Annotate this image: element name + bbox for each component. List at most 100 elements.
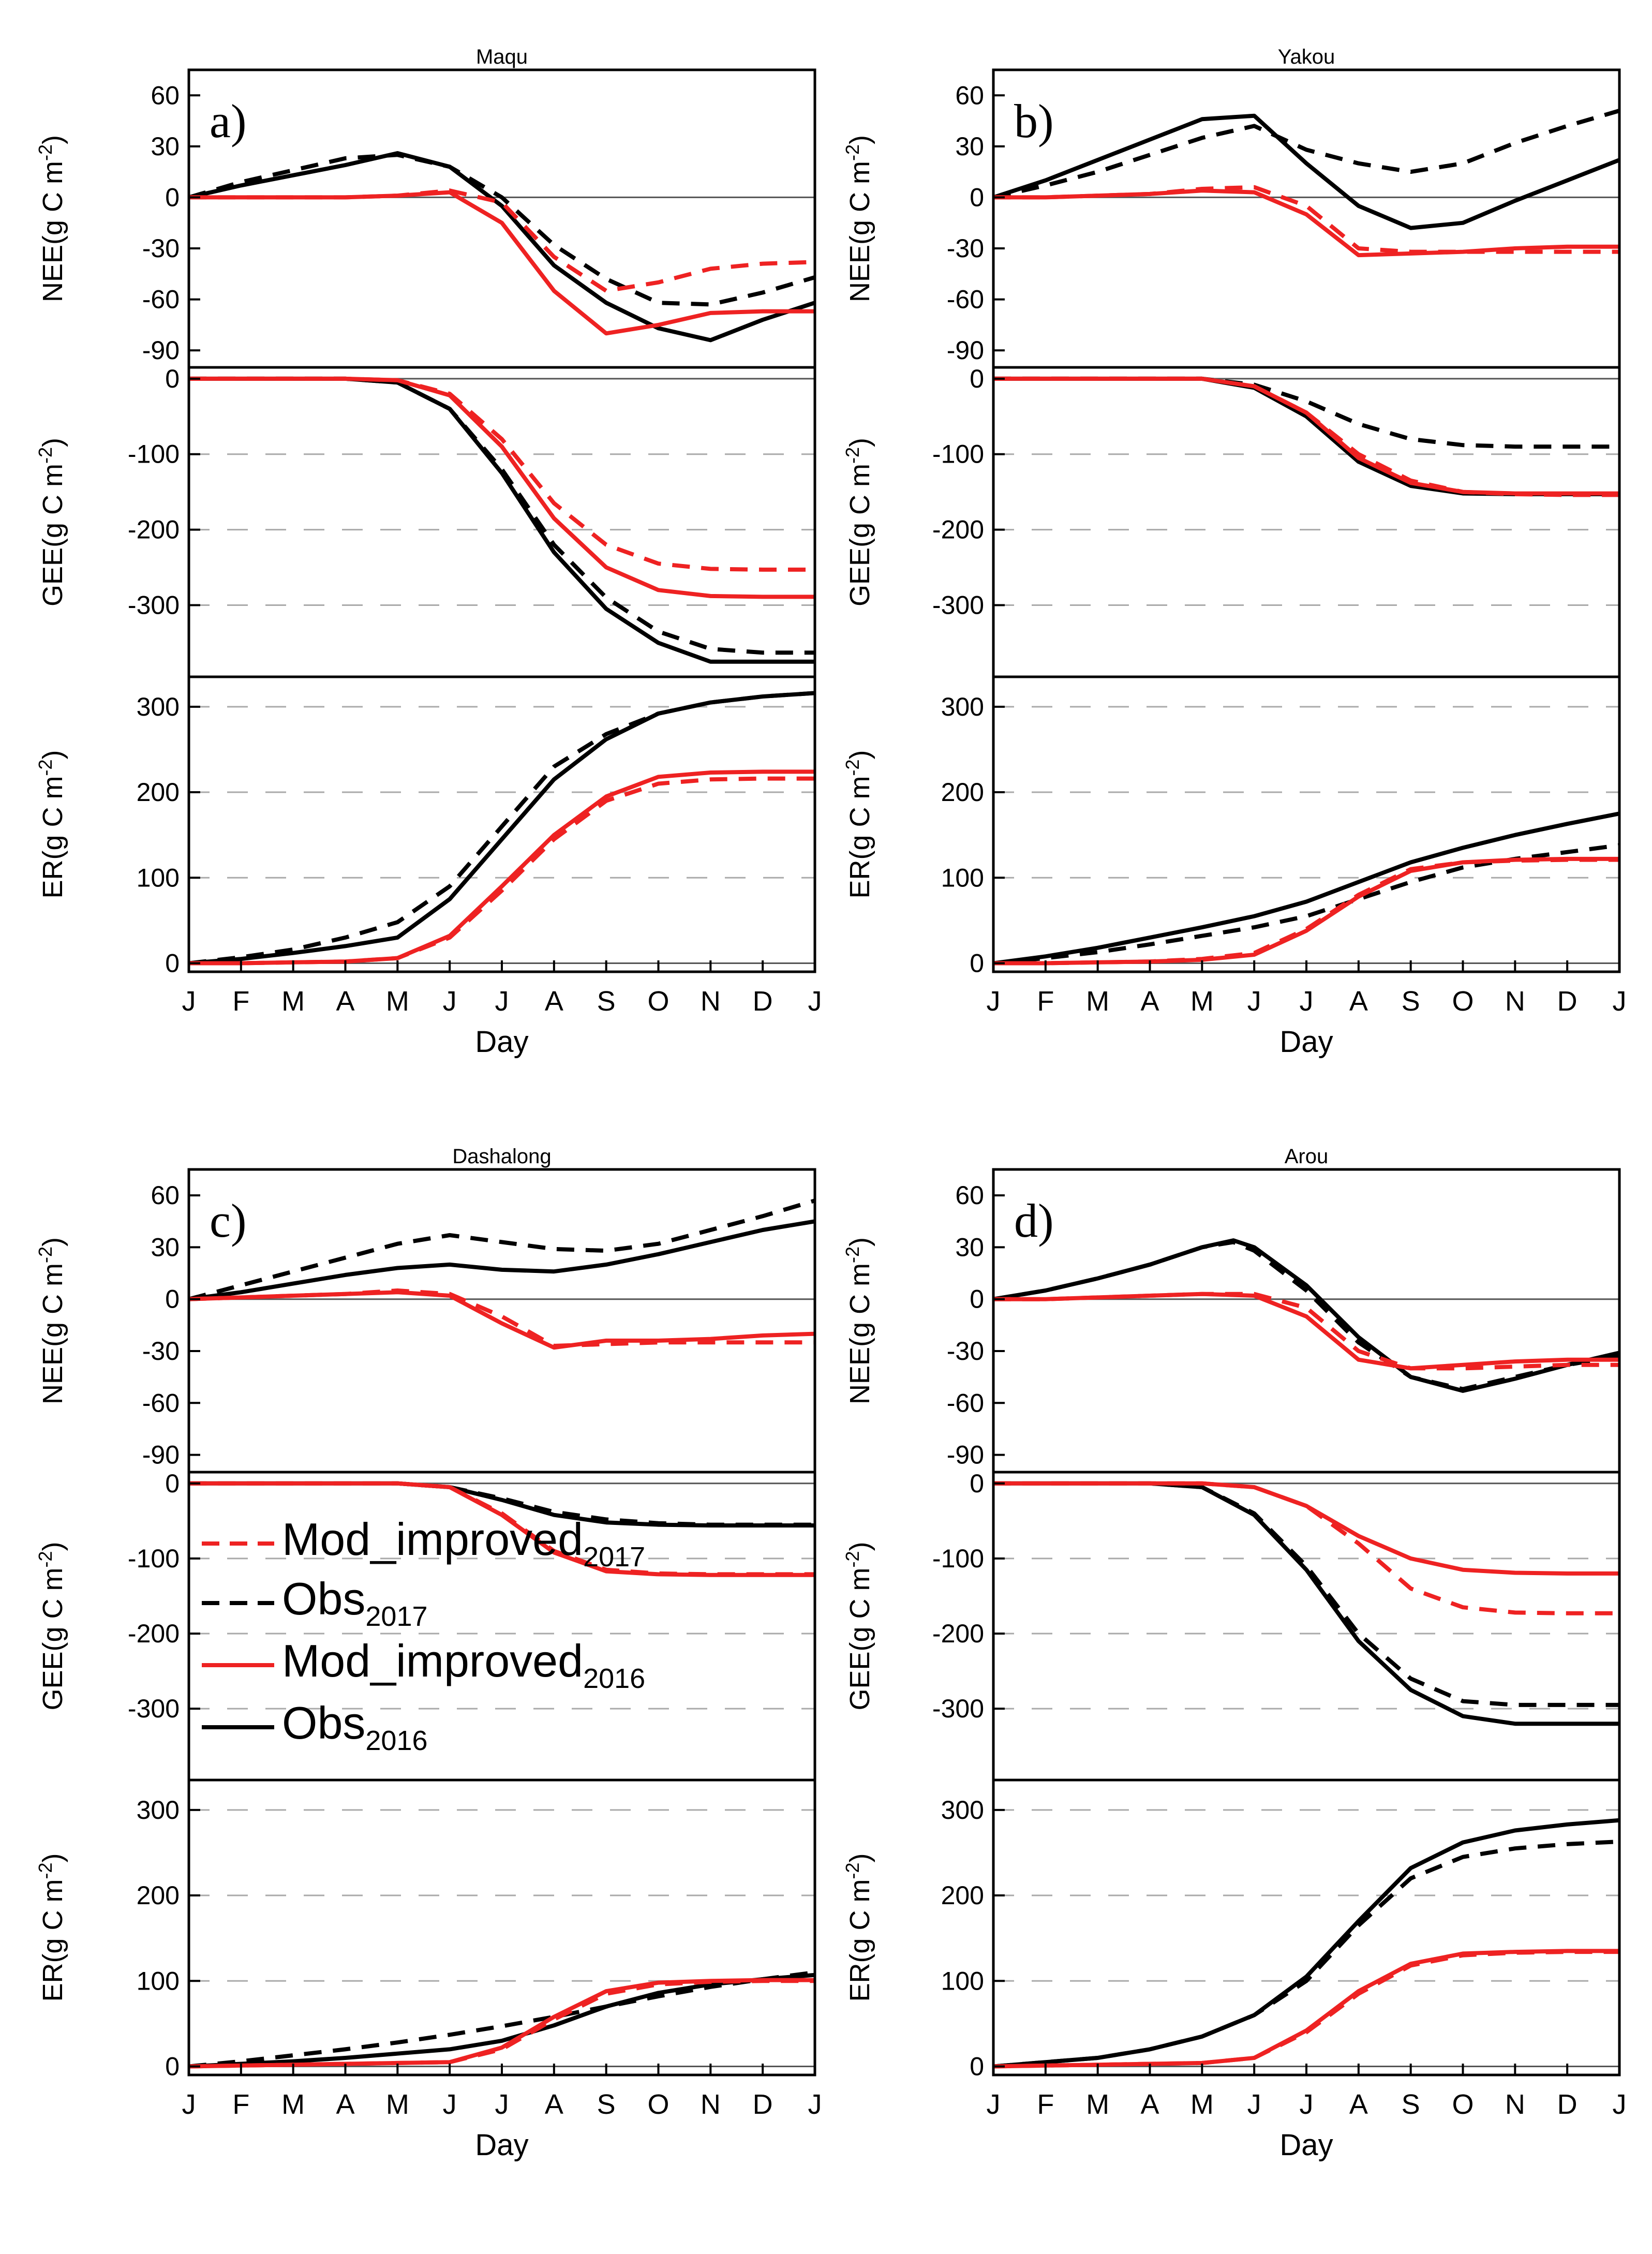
x-tick-label: S: [1402, 986, 1420, 1017]
y-tick-label: -30: [947, 234, 984, 263]
y-axis-label-sup: -2: [35, 447, 56, 464]
panel-letter: a): [210, 95, 246, 147]
x-tick-label: N: [701, 2089, 721, 2120]
x-tick-label: J: [1247, 2089, 1261, 2120]
y-tick-label: -200: [932, 515, 984, 544]
legend-label-sub: 2017: [583, 1541, 645, 1573]
x-tick-label: D: [753, 2089, 773, 2120]
y-axis-label-sup: -2: [842, 1551, 863, 1567]
legend-item: Mod_improved2017: [202, 1514, 645, 1573]
site-title: Arou: [1285, 1145, 1329, 1168]
x-tick-label: A: [545, 986, 563, 1017]
y-tick-label: 0: [970, 948, 984, 977]
row-er: 300 200 100 0 ER(g C m-2): [35, 675, 816, 977]
x-tick-label: J: [987, 2089, 1001, 2120]
series-group: [993, 376, 1619, 497]
x-tick-label: S: [1402, 2089, 1420, 2120]
y-tick-label: 0: [165, 364, 180, 393]
series-line-obs-2017: [189, 153, 815, 307]
y-axis-label-text: ER(g C m: [37, 1879, 68, 2001]
x-tick-label: M: [1190, 2089, 1214, 2120]
x-tick-label: M: [386, 986, 409, 1017]
series-line-mod-improved-2016: [993, 1481, 1619, 1576]
y-tick-label: -60: [142, 1388, 180, 1417]
y-tick-label: 60: [151, 1181, 180, 1210]
panel-letter: d): [1014, 1194, 1054, 1247]
y-tick-label: -60: [142, 285, 180, 314]
series-line-mod-improved-2016: [993, 376, 1619, 496]
series-group: [189, 376, 815, 664]
row-gee: 0 -100 -200 -300 GEE(g C m-2): [842, 364, 1621, 678]
y-axis-label-sup: -2: [35, 759, 56, 776]
y-axis-label-end: ): [844, 1853, 875, 1862]
y-tick-label: 100: [941, 863, 984, 892]
x-axis-label: Day: [1279, 1025, 1333, 1059]
y-tick-label: 30: [955, 1233, 984, 1262]
y-tick-label: 100: [941, 1966, 984, 1995]
x-tick-label: J: [1300, 986, 1314, 1017]
series-group: [189, 1481, 815, 1577]
x-tick-label: O: [647, 986, 669, 1017]
y-axis-label: GEE(g C m-2): [842, 1541, 875, 1710]
series-line-obs-2017: [993, 1840, 1619, 2069]
y-axis-label: ER(g C m-2): [842, 1853, 875, 2001]
x-tick-label: J: [495, 2089, 509, 2120]
x-tick-label: A: [1140, 986, 1159, 1017]
site-title: Dashalong: [452, 1145, 551, 1168]
y-tick-label: 0: [165, 183, 180, 212]
y-tick-label: -100: [128, 1544, 180, 1573]
y-axis-label-end: ): [37, 1853, 68, 1862]
y-axis-label-text: ER(g C m: [844, 1879, 875, 2001]
x-tick-label: J: [443, 986, 457, 1017]
y-axis-label-sup: -2: [35, 1247, 56, 1263]
y-tick-label: -300: [932, 590, 984, 619]
x-tick-label: M: [1086, 986, 1109, 1017]
y-tick-label: 0: [970, 1469, 984, 1498]
y-axis-label-text: NEE(g C m: [844, 161, 875, 302]
y-tick-label: 0: [970, 1285, 984, 1314]
y-tick-label: -90: [142, 1441, 180, 1470]
y-tick-label: 0: [970, 2052, 984, 2081]
y-axis-label: NEE(g C m-2): [842, 1237, 875, 1404]
y-tick-label: 200: [137, 778, 180, 807]
y-axis-label-end: ): [844, 135, 875, 144]
x-tick-label: J: [808, 2089, 822, 2120]
y-tick-label: 0: [970, 183, 984, 212]
series-line-obs-2016: [189, 151, 815, 343]
y-tick-label: 200: [137, 1881, 180, 1910]
y-axis-label-sup: -2: [842, 759, 863, 776]
y-tick-label: -100: [932, 1544, 984, 1573]
y-axis-label-end: ): [844, 1237, 875, 1247]
y-axis-label-text: NEE(g C m: [37, 161, 68, 302]
legend-item: Mod_improved2016: [202, 1635, 645, 1694]
y-tick-label: -90: [947, 336, 984, 365]
series-line-mod-improved-2016: [189, 376, 815, 599]
x-tick-label: J: [1613, 2089, 1627, 2120]
y-axis-label-text: GEE(g C m: [37, 464, 68, 606]
x-tick-label: F: [232, 2089, 249, 2120]
y-tick-label: 300: [941, 1796, 984, 1825]
series-group: [993, 1238, 1619, 1393]
y-axis-label-sup: -2: [842, 144, 863, 161]
x-tick-label: A: [336, 986, 354, 1017]
y-tick-label: -30: [142, 234, 180, 263]
y-tick-label: 200: [941, 1881, 984, 1910]
y-axis-label-end: ): [37, 438, 68, 447]
y-axis-label: GEE(g C m-2): [842, 438, 875, 606]
y-axis-label-end: ): [844, 438, 875, 447]
legend-label: Mod_improved2017: [282, 1514, 645, 1573]
series-line-mod-improved-2016: [993, 1292, 1619, 1371]
y-tick-label: 300: [941, 692, 984, 721]
legend-item: Obs2016: [202, 1697, 428, 1756]
series-line-obs-2017: [189, 691, 815, 966]
y-tick-label: 0: [970, 364, 984, 393]
y-axis-label-end: ): [37, 750, 68, 759]
x-tick-label: A: [1349, 2089, 1368, 2120]
y-tick-label: 300: [137, 692, 180, 721]
panel-letter: b): [1014, 95, 1054, 147]
x-tick-label: J: [1613, 986, 1627, 1017]
y-axis-label-end: ): [37, 1541, 68, 1551]
x-tick-label: D: [753, 986, 773, 1017]
